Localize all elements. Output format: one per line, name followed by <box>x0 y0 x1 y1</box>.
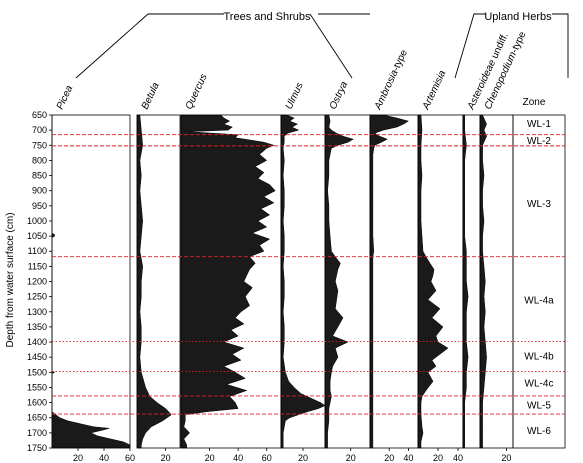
zone-boundaries <box>52 134 565 415</box>
taxon-label-ostrya: Ostrya <box>328 80 351 112</box>
x-tick-label-artemisia: 40 <box>453 453 463 463</box>
curve-artemisia <box>417 114 449 449</box>
y-tick-label: 850 <box>32 171 47 181</box>
zone-label-wl-1: WL-1 <box>527 119 551 130</box>
x-tick-label-ambrosia-type: 40 <box>403 453 413 463</box>
y-tick-label: 1750 <box>27 443 47 453</box>
y-tick-label: 650 <box>32 110 47 120</box>
y-tick-label: 1650 <box>27 413 47 423</box>
x-tick-label-ambrosia-type: 20 <box>384 453 394 463</box>
taxon-label-quercus: Quercus <box>184 72 210 111</box>
panel-frame-picea <box>51 114 131 449</box>
panel-frame-ambrosia-type <box>369 114 419 449</box>
curve-asteroideae-undiff <box>462 114 469 449</box>
x-tick-label-picea: 40 <box>99 453 109 463</box>
taxon-label-ambrosia-type: Ambrosia-type <box>372 48 410 112</box>
y-tick-label: 1250 <box>27 292 47 302</box>
group-header-line <box>552 13 569 78</box>
taxon-curves <box>51 114 487 449</box>
percent-axes: 20 40 60 20 20 40 60 20 20 20 40 20 40 20 <box>73 448 511 463</box>
y-tick-label: 1550 <box>27 382 47 392</box>
group-header-line <box>454 13 486 79</box>
y-tick-label: 900 <box>32 186 47 196</box>
panel-frame-betula <box>136 114 181 449</box>
group-label-upland-herbs: Upland Herbs <box>484 11 552 23</box>
zone-label-wl-2: WL-2 <box>527 136 551 147</box>
y-tick-label: 700 <box>32 125 47 135</box>
y-tick-label: 1350 <box>27 322 47 332</box>
y-tick-label: 1600 <box>27 398 47 408</box>
x-tick-label-betula: 20 <box>161 453 171 463</box>
x-tick-label-picea: 60 <box>125 453 135 463</box>
y-tick-label: 1400 <box>27 337 47 347</box>
zone-labels: Zone WL-1 WL-2 WL-3 WL-4a WL-4b WL-4c WL-5 WL-6 <box>523 97 555 437</box>
x-tick-label-artemisia: 20 <box>433 453 443 463</box>
curve-ambrosia-type <box>369 114 410 449</box>
zone-label-wl-3: WL-3 <box>527 199 551 210</box>
curve-quercus <box>180 114 276 449</box>
zone-label-wl-4b: WL-4b <box>524 351 554 362</box>
y-tick-label: 950 <box>32 201 47 211</box>
taxon-label-picea: Picea <box>55 84 76 112</box>
taxon-label-artemisia: Artemisia <box>420 68 448 112</box>
zone-column-title: Zone <box>523 97 546 108</box>
curve-picea <box>51 115 131 449</box>
zone-label-wl-4c: WL-4c <box>525 378 554 389</box>
taxon-label-betula: Betula <box>140 81 162 112</box>
x-tick-label-ostrya: 20 <box>346 453 356 463</box>
y-tick-label: 1450 <box>27 352 47 362</box>
y-tick-label: 1700 <box>27 428 47 438</box>
curve-ulmus <box>280 114 326 449</box>
x-tick-label-quercus: 20 <box>205 453 215 463</box>
x-tick-label-ulmus: 20 <box>298 453 308 463</box>
group-header-lines <box>75 13 569 79</box>
x-tick-label-picea: 20 <box>73 453 83 463</box>
y-tick-label: 1000 <box>27 216 47 226</box>
y-tick-label: 800 <box>32 155 47 165</box>
y-tick-label: 1100 <box>28 246 47 256</box>
zone-label-wl-5: WL-5 <box>527 400 551 411</box>
x-tick-label-chenopodium-type: 20 <box>501 453 511 463</box>
depth-axis: 650 700 750 800 850 900 950 1000 1050 1100 1150 120… <box>27 110 52 453</box>
curve-betula <box>136 114 172 449</box>
y-axis-label: Depth from water surface (cm) <box>5 212 16 347</box>
y-tick-label: 1200 <box>27 277 47 287</box>
x-tick-label-quercus: 40 <box>233 453 243 463</box>
curve-chenopodium-type <box>479 114 487 449</box>
group-label-trees-and-shrubs: Trees and Shrubs <box>223 11 311 23</box>
taxon-label-ulmus: Ulmus <box>284 81 306 111</box>
group-header-line <box>309 13 353 79</box>
zone-label-wl-6: WL-6 <box>527 426 551 437</box>
x-tick-label-quercus: 60 <box>262 453 272 463</box>
y-tick-label: 750 <box>32 140 47 150</box>
y-tick-label: 1050 <box>27 231 47 241</box>
group-header-line <box>75 13 224 79</box>
zone-column-frame <box>512 114 566 449</box>
curve-ostrya <box>324 114 354 449</box>
zone-label-wl-4a: WL-4a <box>524 296 554 307</box>
y-tick-label: 1150 <box>28 261 47 271</box>
y-tick-label: 1500 <box>27 367 47 377</box>
y-tick-label: 1300 <box>27 307 47 317</box>
